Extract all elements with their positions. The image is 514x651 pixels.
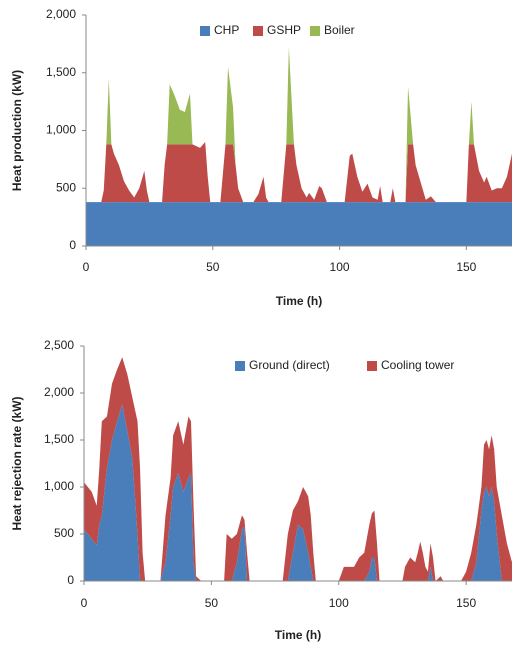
x-axis-title: Time (h)	[276, 294, 322, 308]
y-axis-title: Heat rejection rate (kW)	[10, 396, 24, 530]
area	[86, 47, 512, 203]
y-tick-label: 1,000	[44, 479, 74, 493]
area	[84, 404, 512, 581]
x-tick-label: 150	[456, 596, 476, 610]
y-tick-label: 0	[67, 573, 74, 587]
y-tick-label: 500	[56, 180, 76, 194]
y-axis-title: Heat production (kW)	[10, 70, 24, 191]
area	[86, 202, 512, 246]
x-tick-label: 50	[206, 260, 220, 274]
y-tick-label: 500	[54, 526, 74, 540]
legend-swatch	[310, 26, 320, 36]
legend-label: Cooling tower	[381, 358, 454, 372]
legend-swatch	[367, 361, 377, 371]
legend-label: Boiler	[324, 23, 355, 37]
x-tick-label: 0	[81, 596, 88, 610]
legend-label: CHP	[214, 23, 239, 37]
x-tick-label: 50	[205, 596, 219, 610]
legend-swatch	[200, 26, 210, 36]
area	[84, 357, 512, 581]
y-tick-label: 2,000	[44, 385, 74, 399]
legend-swatch	[253, 26, 263, 36]
x-tick-label: 0	[83, 260, 90, 274]
x-tick-label: 100	[330, 260, 350, 274]
y-tick-label: 2,500	[44, 338, 74, 352]
x-tick-label: 100	[329, 596, 349, 610]
y-tick-label: 2,000	[46, 7, 76, 21]
x-axis-title: Time (h)	[275, 628, 321, 642]
y-tick-label: 1,000	[46, 123, 76, 137]
x-tick-label: 150	[456, 260, 476, 274]
legend-swatch	[235, 361, 245, 371]
y-tick-label: 1,500	[44, 432, 74, 446]
y-tick-label: 1,500	[46, 65, 76, 79]
y-tick-label: 0	[69, 238, 76, 252]
legend-label: GSHP	[267, 23, 301, 37]
legend-label: Ground (direct)	[249, 358, 330, 372]
area	[86, 142, 512, 203]
